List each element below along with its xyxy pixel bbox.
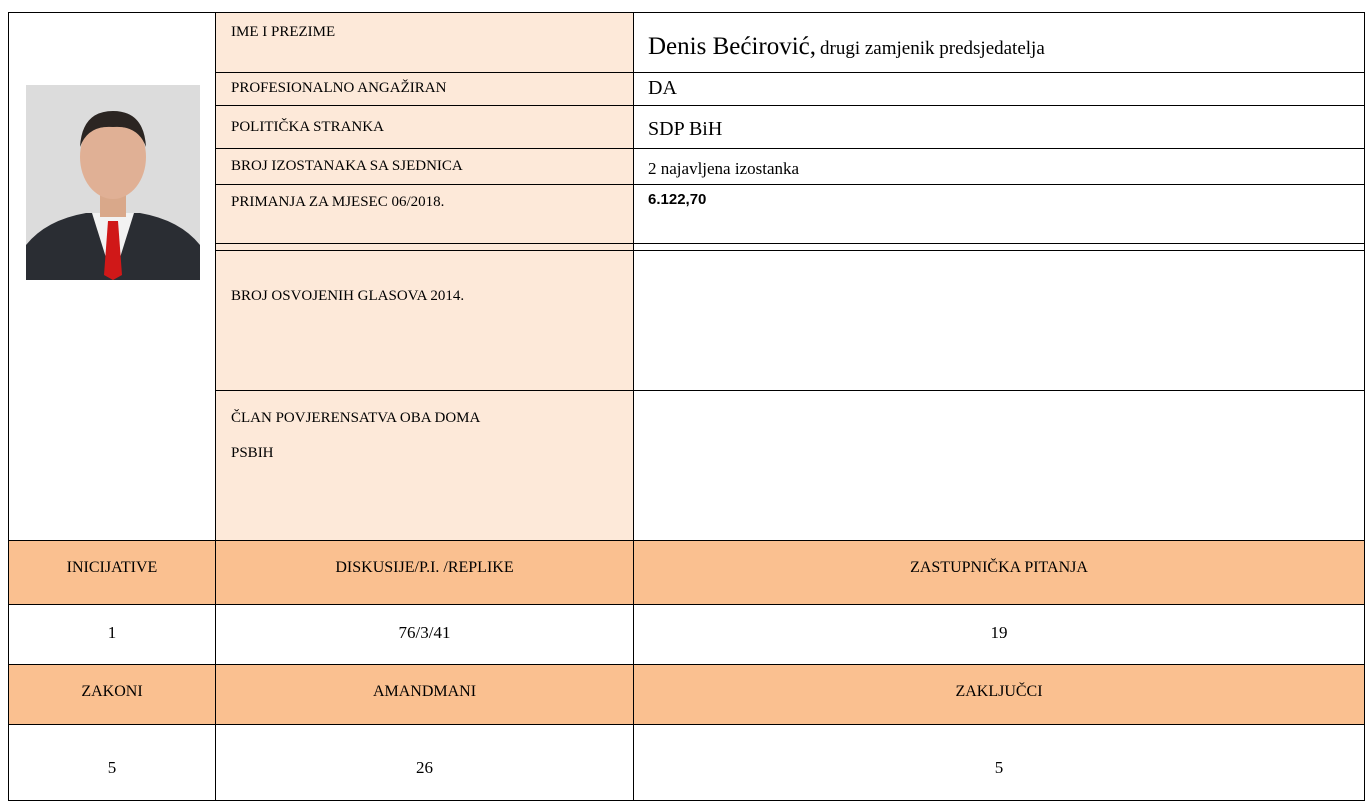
member-role: drugi zamjenik predsjedatelja [820, 38, 1045, 59]
stat-value: 5 [8, 724, 216, 801]
stat-value: 76/3/41 [215, 604, 634, 665]
stat-value: 19 [633, 604, 1365, 665]
stat-value: 5 [633, 724, 1365, 801]
member-name: Denis Bećirović, [648, 33, 817, 60]
info-value [633, 390, 1365, 541]
info-value: 2 najavljena izostanka [633, 148, 1365, 185]
info-label: POLITIČKA STRANKA [215, 105, 634, 149]
info-label: BROJ IZOSTANAKA SA SJEDNICA [215, 148, 634, 185]
info-value: 6.122,70 [633, 184, 1365, 244]
info-label: ČLAN POVJERENSATVA OBA DOMA PSBIH [215, 390, 634, 541]
photo-cell [8, 12, 216, 541]
stat-header: ZAKLJUČCI [633, 664, 1365, 725]
stat-value: 1 [8, 604, 216, 665]
info-value: SDP BiH [633, 105, 1365, 149]
info-label: IME I PREZIME [215, 12, 634, 73]
stat-header: ZASTUPNIČKA PITANJA [633, 540, 1365, 605]
stat-value: 26 [215, 724, 634, 801]
info-label: PROFESIONALNO ANGAŽIRAN [215, 72, 634, 106]
info-value: DA [633, 72, 1365, 106]
info-label: PRIMANJA ZA MJESEC 06/2018. [215, 184, 634, 244]
stat-header: AMANDMANI [215, 664, 634, 725]
info-value: Denis Bećirović, drugi zamjenik predsjed… [633, 12, 1365, 73]
info-value [633, 250, 1365, 391]
info-label: BROJ OSVOJENIH GLASOVA 2014. [215, 250, 634, 391]
stat-header: ZAKONI [8, 664, 216, 725]
photo [26, 85, 200, 280]
stat-header: INICIJATIVE [8, 540, 216, 605]
stat-header: DISKUSIJE/P.I. /REPLIKE [215, 540, 634, 605]
